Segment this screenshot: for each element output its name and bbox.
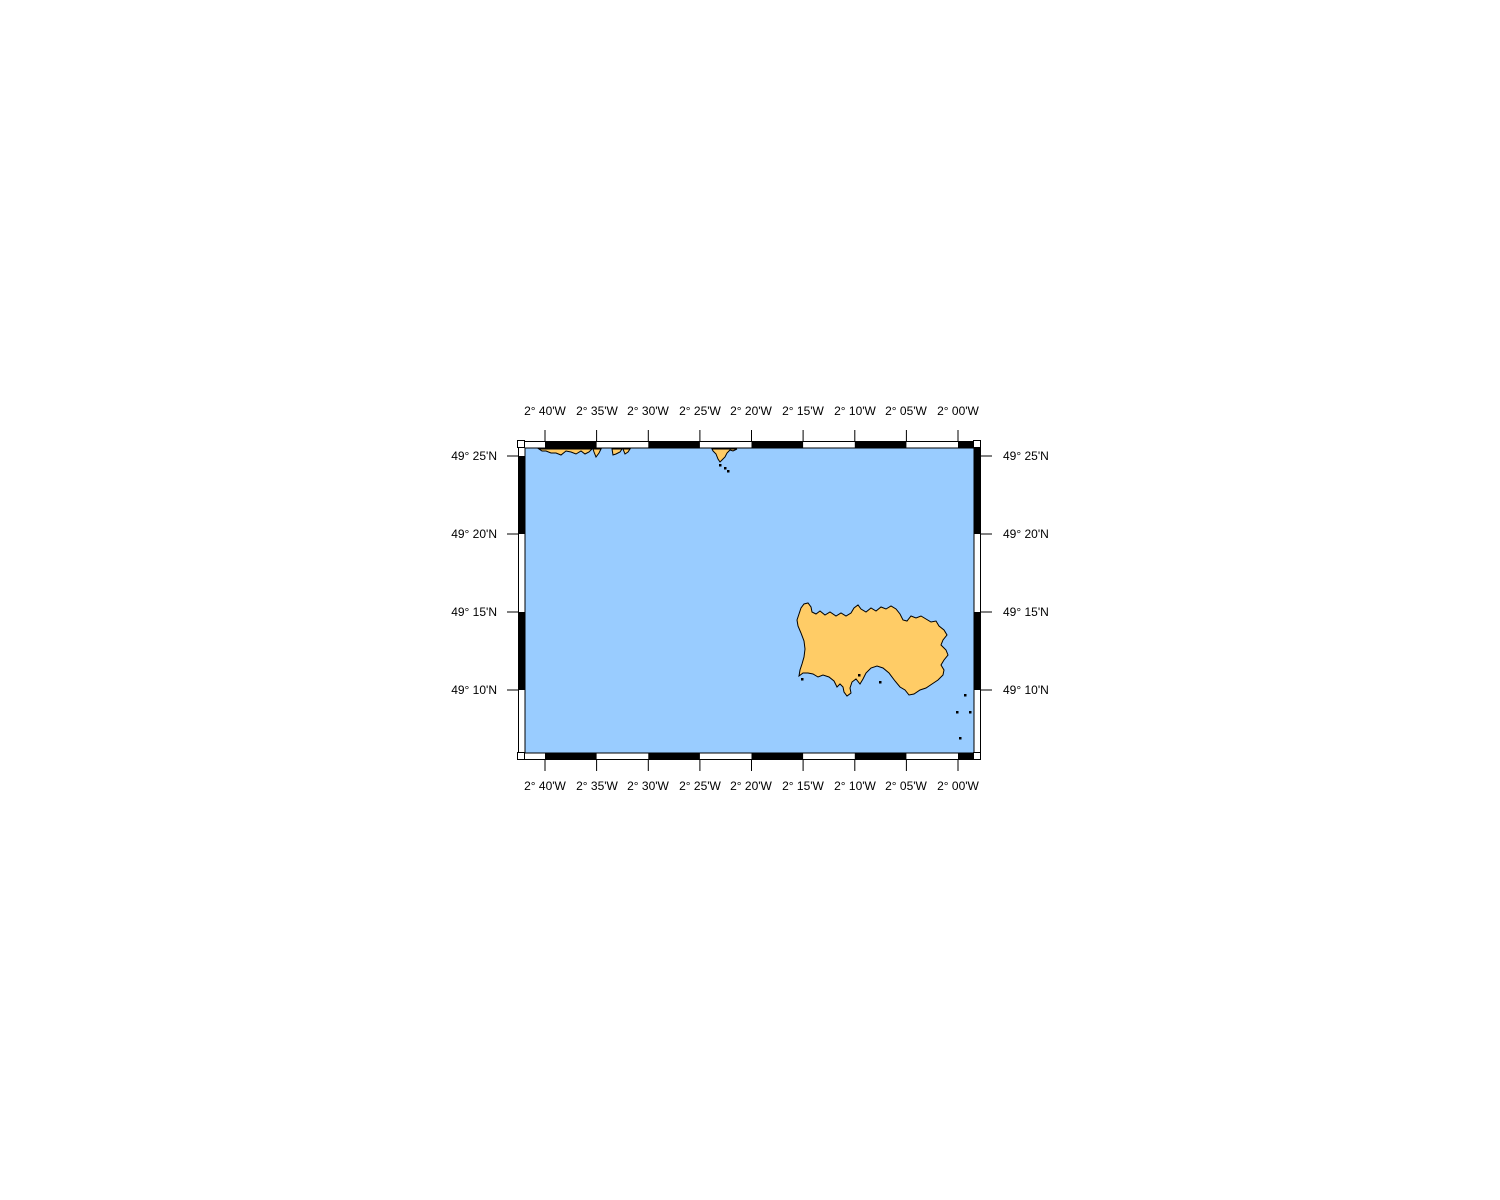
frame-band-left [518,456,525,690]
sark-landmass [711,448,738,463]
lon-label-bottom: 2° 05'W [885,779,927,793]
lon-label-top: 2° 20'W [730,404,772,418]
islet-dot [959,737,962,740]
lon-label-top: 2° 40'W [524,404,566,418]
guernsey_coast-landmass [537,448,594,456]
frame-corner-notches [517,440,981,760]
islet-dot [858,674,861,677]
lat-label-left: 49° 10'N [451,683,497,697]
lon-label-top: 2° 15'W [782,404,824,418]
lon-label-bottom: 2° 35'W [576,779,618,793]
islet-dot [724,467,727,470]
lon-label-bottom: 2° 30'W [627,779,669,793]
lon-label-top: 2° 05'W [885,404,927,418]
jersey-landmass [796,602,949,697]
lon-label-top: 2° 35'W [576,404,618,418]
lat-label-right: 49° 10'N [1003,683,1049,697]
jethou-landmass [622,448,631,455]
frame-band-right [974,448,981,690]
tick-marks-top [544,430,959,441]
land-layer [537,448,972,740]
islet-dot [879,681,882,684]
lon-label-top: 2° 25'W [679,404,721,418]
islet-dot [801,678,804,681]
lon-label-bottom: 2° 40'W [524,779,566,793]
islet-dot [956,711,959,714]
tick-marks-bottom [544,760,959,771]
lat-label-left: 49° 15'N [451,605,497,619]
sea-area [524,447,975,754]
lon-label-bottom: 2° 15'W [782,779,824,793]
guernsey_spike-landmass [592,448,602,459]
tick-marks-left [507,455,518,691]
map-frame-inner [524,447,975,754]
lat-label-right: 49° 25'N [1003,449,1049,463]
islet-dot [964,694,967,697]
lon-label-bottom: 2° 20'W [730,779,772,793]
lon-label-top: 2° 00'W [937,404,979,418]
lat-label-left: 49° 20'N [451,527,497,541]
lon-label-bottom: 2° 10'W [834,779,876,793]
herm-landmass [611,448,623,456]
lat-label-right: 49° 15'N [1003,605,1049,619]
lon-label-top: 2° 30'W [627,404,669,418]
islet-dot [727,470,730,473]
lon-label-top: 2° 10'W [834,404,876,418]
lat-label-right: 49° 20'N [1003,527,1049,541]
frame-band-top [545,441,974,448]
islet-dot [969,711,972,714]
tick-marks-right [981,455,992,691]
lat-label-left: 49° 25'N [451,449,497,463]
frame-band-bottom [545,753,974,760]
lon-label-bottom: 2° 00'W [937,779,979,793]
islet-dot [719,464,722,467]
lon-label-bottom: 2° 25'W [679,779,721,793]
